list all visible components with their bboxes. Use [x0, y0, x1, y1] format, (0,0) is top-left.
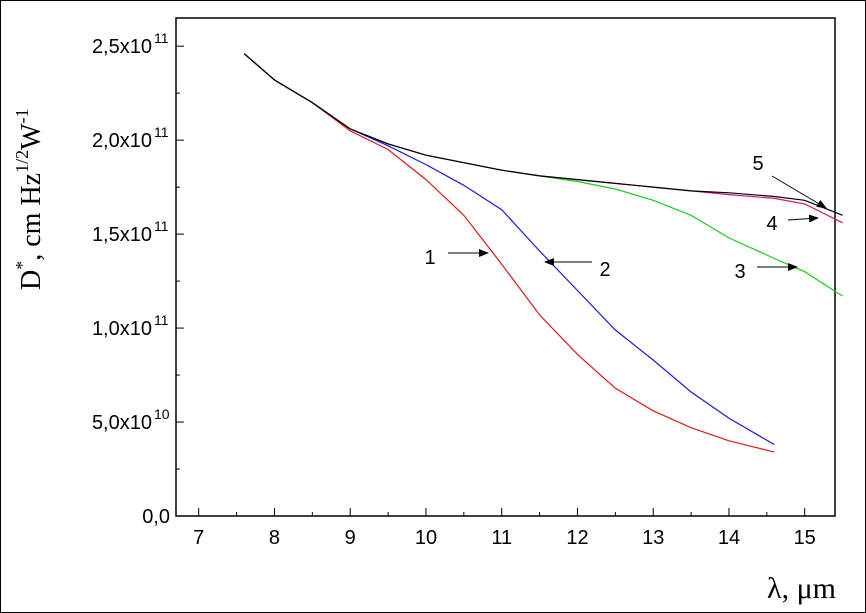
y-tick-label: 1,5x10	[92, 224, 152, 246]
y-axis-title: D*, cm Hz1/2W-1	[12, 108, 47, 290]
annotation: 4	[766, 213, 777, 235]
series-line	[243, 53, 843, 216]
y-tick-base: 2,0x10	[92, 130, 152, 152]
x-tick-label: 14	[718, 527, 740, 549]
x-tick-label: 10	[415, 527, 437, 549]
y-tick-exponent: 11	[154, 124, 169, 140]
y-tick-base: 2,5x10	[92, 36, 152, 58]
y-tick-exponent: 10	[154, 406, 170, 422]
y-symbol-sup: *	[12, 261, 32, 270]
y-tick-label: 1,0x10	[92, 318, 152, 340]
y-unit: , cm Hz	[16, 173, 47, 261]
annotation: 3	[734, 261, 745, 283]
annotation: 5	[752, 153, 763, 175]
y-tick-label: 2,0x10	[92, 130, 152, 152]
plot-frame	[175, 17, 836, 517]
y-symbol: D	[16, 270, 47, 290]
y-tick-exponent: 11	[154, 312, 169, 328]
y-tick-label: 2,5x10	[92, 36, 152, 58]
y-unit2: W	[16, 123, 47, 150]
y-unit-sup: 1/2	[12, 150, 32, 173]
x-tick-label: 12	[566, 527, 588, 549]
x-tick-label: 9	[345, 527, 356, 549]
y-unit2-sup: -1	[12, 108, 32, 123]
x-tick-label: 7	[193, 527, 204, 549]
x-tick-label: 11	[491, 527, 512, 549]
y-tick-exponent: 11	[154, 30, 169, 46]
x-tick-label: 15	[794, 527, 816, 549]
y-tick-base: 5,0x10	[92, 412, 152, 434]
y-tick-label: 0,0	[142, 506, 170, 528]
y-tick-base: 1,5x10	[92, 224, 152, 246]
x-tick-label: 8	[269, 527, 280, 549]
x-tick-label: 13	[642, 527, 664, 549]
y-tick-base: 0,0	[142, 506, 170, 528]
annotation: 2	[599, 259, 610, 281]
y-tick-label: 5,0x10	[92, 412, 152, 434]
annotation-arrow	[787, 214, 819, 223]
y-tick-exponent: 11	[154, 218, 169, 234]
annotation: 1	[424, 247, 435, 269]
x-axis-title: λ, μm	[767, 572, 836, 605]
y-tick-base: 1,0x10	[92, 318, 152, 340]
annotation-arrow	[771, 175, 827, 209]
